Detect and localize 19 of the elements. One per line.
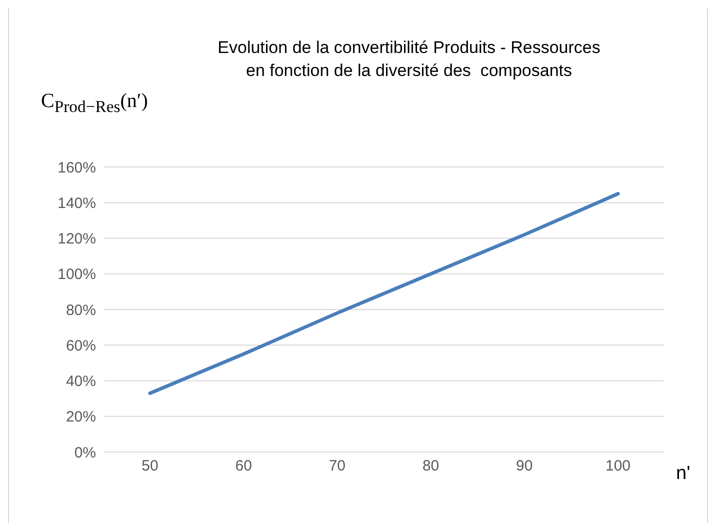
y-tick-label: 140% xyxy=(58,194,96,212)
x-tick-label: 70 xyxy=(328,458,346,475)
y-tick-label: 80% xyxy=(66,302,96,319)
y-tick-label: 20% xyxy=(66,408,96,426)
chart-title: Evolution de la convertibilité Produits - Ressources en fonction de la diversité des composants xyxy=(216,37,602,82)
y-tick-label: 120% xyxy=(58,230,96,248)
y-tick-label: 40% xyxy=(66,373,96,390)
x-tick-label: 60 xyxy=(235,458,252,475)
x-tick-label: 80 xyxy=(422,458,440,475)
line-series xyxy=(148,192,620,395)
y-axis-title: C$_{Prod−Res}$(n′) xyxy=(41,90,148,117)
y-tick-label: 60% xyxy=(66,337,96,354)
x-tick-label: 90 xyxy=(516,458,533,475)
x-tick-label: 100 xyxy=(605,458,631,475)
x-tick-label: 50 xyxy=(142,458,158,475)
x-axis-title: n' xyxy=(676,463,690,485)
y-tick-label: 0% xyxy=(74,444,96,462)
y-tick-label: 100% xyxy=(58,266,96,284)
y-tick-label: 160% xyxy=(58,159,96,176)
